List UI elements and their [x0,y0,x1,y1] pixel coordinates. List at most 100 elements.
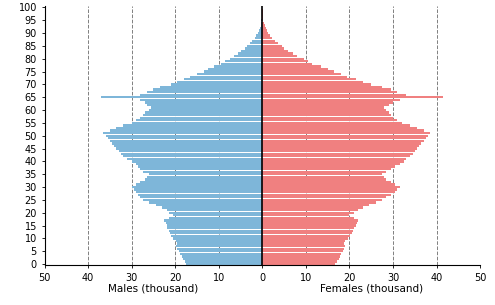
Bar [262,160,404,163]
Bar [262,242,344,245]
Bar [143,199,262,201]
Bar [262,83,371,85]
Bar [262,101,393,103]
Bar [114,145,262,147]
Bar [105,135,262,137]
Bar [262,140,424,142]
Bar [262,14,263,16]
Bar [262,135,428,137]
Bar [262,181,391,183]
Bar [262,96,443,99]
Bar [151,106,262,109]
Bar [182,255,262,257]
Bar [108,137,262,139]
Bar [262,117,393,119]
Bar [262,222,357,224]
Bar [259,29,262,32]
Bar [262,106,384,109]
Bar [242,50,262,52]
Bar [262,165,395,168]
Bar [262,240,345,242]
Bar [262,145,419,147]
Bar [262,260,337,263]
Bar [262,206,362,209]
Bar [262,73,341,75]
Bar [145,178,262,181]
Bar [262,70,334,73]
Bar [262,183,395,186]
Bar [262,37,272,39]
Bar [177,81,262,83]
Bar [262,76,347,78]
Bar [101,96,262,99]
Bar [262,68,328,70]
Bar [262,147,417,150]
Bar [141,168,262,170]
Bar [252,40,262,42]
Bar [262,29,267,32]
Bar [141,181,262,183]
Bar [262,114,391,116]
Bar [260,24,262,27]
Bar [262,212,354,214]
Bar [247,45,262,47]
Bar [136,183,262,186]
Bar [160,86,262,88]
Bar [262,129,424,132]
Bar [262,63,312,65]
Bar [262,237,348,239]
Bar [262,263,335,265]
Bar [262,176,384,178]
Bar [262,250,343,253]
Bar [262,196,387,199]
Bar [262,132,430,134]
Bar [162,206,262,209]
Bar [141,196,262,199]
Bar [262,104,389,106]
Bar [262,219,358,222]
Bar [138,165,262,168]
Bar [262,199,382,201]
Bar [234,55,262,57]
Bar [262,137,426,139]
Bar [262,94,406,96]
Bar [262,150,415,152]
Bar [262,214,349,217]
Bar [262,191,395,193]
Bar [203,70,262,73]
Bar [176,245,262,247]
Bar [262,173,382,175]
Bar [262,32,268,34]
Bar [262,55,297,57]
Bar [169,212,262,214]
Bar [110,129,262,132]
Bar [262,170,387,173]
Bar [136,119,262,121]
Bar [262,178,387,181]
Bar [169,217,262,219]
Bar [262,235,350,237]
Bar [262,258,339,260]
Text: Males (thousand): Males (thousand) [108,283,198,293]
Bar [134,188,262,191]
Bar [254,37,262,39]
Bar [149,201,262,204]
Bar [141,117,262,119]
Bar [262,42,278,45]
Bar [143,114,262,116]
Bar [132,186,262,188]
Bar [186,263,262,265]
Bar [132,160,262,163]
Bar [262,224,356,227]
Bar [262,45,282,47]
Bar [177,248,262,250]
Bar [262,142,421,145]
Bar [262,152,413,155]
Bar [262,201,376,204]
Bar [250,42,262,45]
Bar [147,104,262,106]
Bar [173,214,262,217]
Bar [262,127,417,129]
Bar [262,188,397,191]
Bar [145,101,262,103]
